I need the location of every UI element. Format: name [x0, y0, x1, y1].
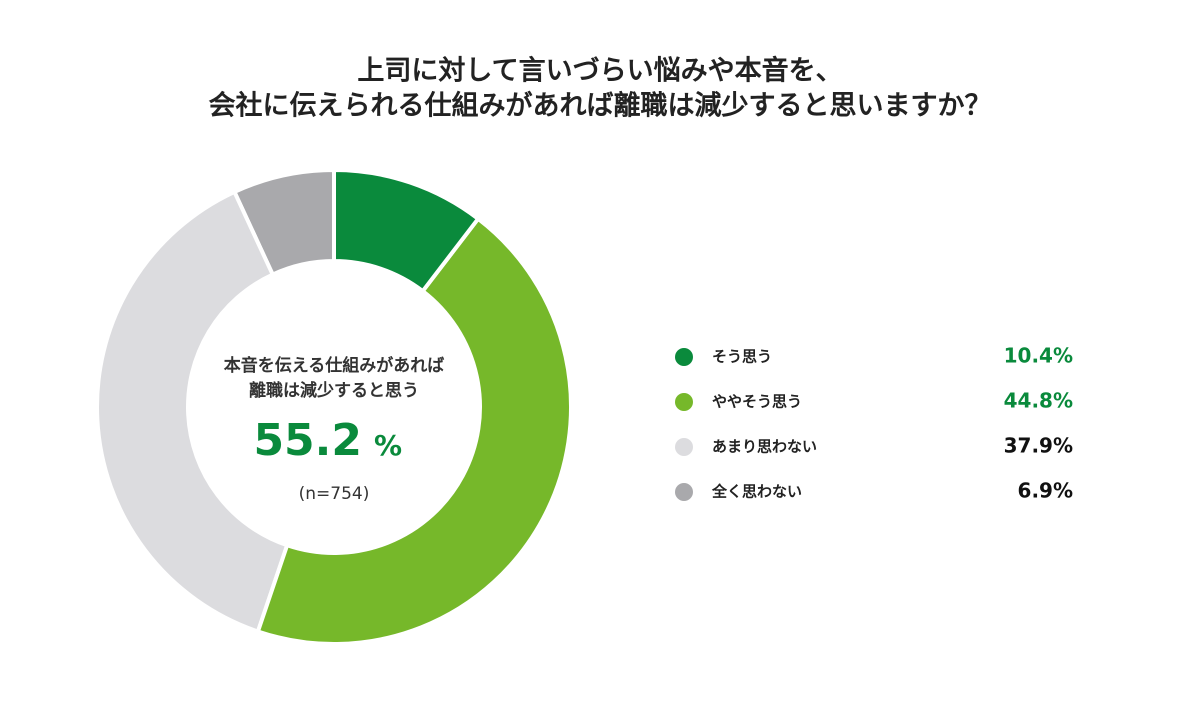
legend-label: そう思う — [712, 348, 772, 366]
legend-swatch — [675, 483, 693, 501]
center-text: 離職は減少すると思う — [249, 380, 419, 401]
legend-swatch — [675, 438, 693, 456]
value-label: 37.9% — [1004, 434, 1073, 458]
center-value: 55.2 — [253, 415, 362, 466]
donut-segment — [332, 167, 481, 294]
donut-segment — [255, 216, 573, 646]
legend-swatch — [675, 393, 693, 411]
chart-title: 会社に伝えられる仕組みがあれば離職は減少すると思いますか？ — [209, 90, 992, 122]
legend-label: 全く思わない — [711, 483, 802, 501]
legend-swatch — [675, 348, 693, 366]
value-label: 44.8% — [1004, 389, 1073, 413]
sample-size: (n=754) — [299, 484, 370, 504]
legend-label: あまり思わない — [712, 438, 817, 456]
center-unit: % — [374, 429, 402, 462]
value-label: 6.9% — [1018, 479, 1073, 503]
value-label: 10.4% — [1004, 344, 1073, 368]
chart-title: 上司に対して言いづらい悩みや本音を、 — [357, 55, 842, 87]
center-text: 本音を伝える仕組みがあれば — [224, 355, 445, 376]
donut-segment — [95, 189, 290, 635]
legend-label: ややそう思う — [712, 393, 802, 411]
